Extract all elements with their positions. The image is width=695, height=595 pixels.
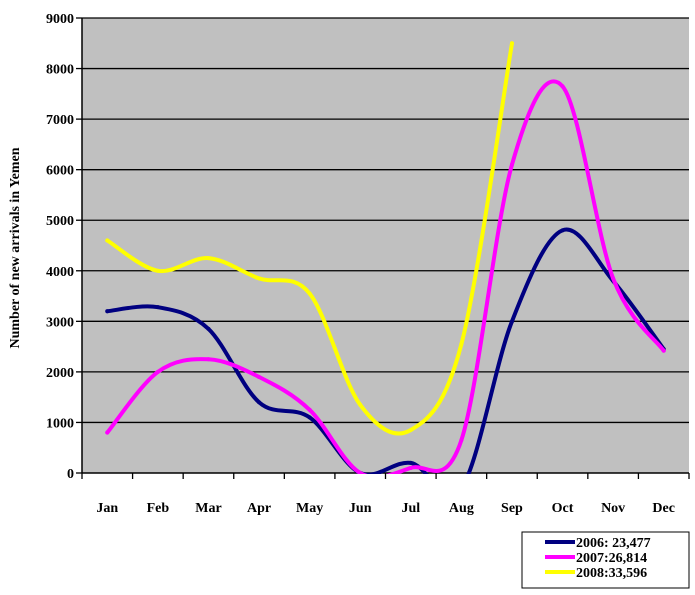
data-point <box>459 438 464 443</box>
x-tick-label: Mar <box>195 501 221 516</box>
x-tick-label: Dec <box>652 501 675 516</box>
y-tick-label: 1000 <box>46 416 74 431</box>
data-point <box>257 374 262 379</box>
plot-area <box>82 18 689 473</box>
data-point <box>509 41 514 46</box>
data-point <box>155 268 160 273</box>
y-tick-label: 4000 <box>46 265 74 280</box>
y-tick-label: 7000 <box>46 113 74 128</box>
data-point <box>560 84 565 89</box>
x-tick-label: Sep <box>501 501 523 516</box>
data-point <box>459 486 463 490</box>
x-tick-label: Jan <box>96 501 118 516</box>
data-point <box>206 357 211 362</box>
legend-label: 2007:26,814 <box>576 551 647 566</box>
x-tick-label: Feb <box>147 501 170 516</box>
data-point <box>105 309 110 314</box>
data-point <box>358 402 363 407</box>
data-point <box>408 465 413 470</box>
data-point <box>155 305 160 310</box>
data-point <box>257 276 262 281</box>
y-axis-title: Number of new arrivals in Yemen <box>8 147 23 348</box>
series-lines <box>105 41 666 490</box>
legend-label: 2008:33,596 <box>576 566 647 581</box>
data-point <box>206 256 211 261</box>
data-point <box>408 428 413 433</box>
data-point <box>509 162 514 167</box>
y-tick-label: 2000 <box>46 366 74 381</box>
data-point <box>307 415 312 420</box>
data-point <box>105 430 110 435</box>
data-point <box>358 471 363 474</box>
gridlines <box>82 17 689 424</box>
axes <box>76 17 690 479</box>
x-tick-label: Jun <box>349 501 372 516</box>
data-point <box>105 238 110 243</box>
x-tick-label: May <box>296 501 323 516</box>
y-tick-label: 5000 <box>46 214 74 229</box>
y-tick-label: 6000 <box>46 164 74 179</box>
data-point <box>408 460 413 465</box>
series-line-3 <box>105 41 514 436</box>
x-tick-label: Jul <box>401 501 420 516</box>
data-point <box>155 369 160 374</box>
data-point <box>459 342 464 347</box>
y-tick-label: 0 <box>67 467 74 482</box>
series-line-2 <box>105 79 666 474</box>
legend-label: 2006: 23,477 <box>576 536 651 551</box>
y-tick-label: 9000 <box>46 12 74 27</box>
tick-labels: 0 1000 2000 3000 4000 5000 6000 7000 8000 9000 Jan… <box>46 12 675 516</box>
data-point <box>206 326 211 331</box>
x-tick-label: Nov <box>601 501 625 516</box>
data-point <box>307 291 312 296</box>
data-point <box>257 400 262 405</box>
data-point <box>611 276 616 281</box>
data-point <box>560 228 565 233</box>
y-tick-label: 3000 <box>46 315 74 330</box>
data-point <box>307 407 312 412</box>
x-tick-label: Aug <box>449 501 474 516</box>
y-tick-label: 8000 <box>46 63 74 78</box>
x-tick-label: Apr <box>247 501 271 516</box>
x-tick-label: Oct <box>552 501 574 516</box>
data-point <box>661 348 666 353</box>
data-point <box>509 319 514 324</box>
